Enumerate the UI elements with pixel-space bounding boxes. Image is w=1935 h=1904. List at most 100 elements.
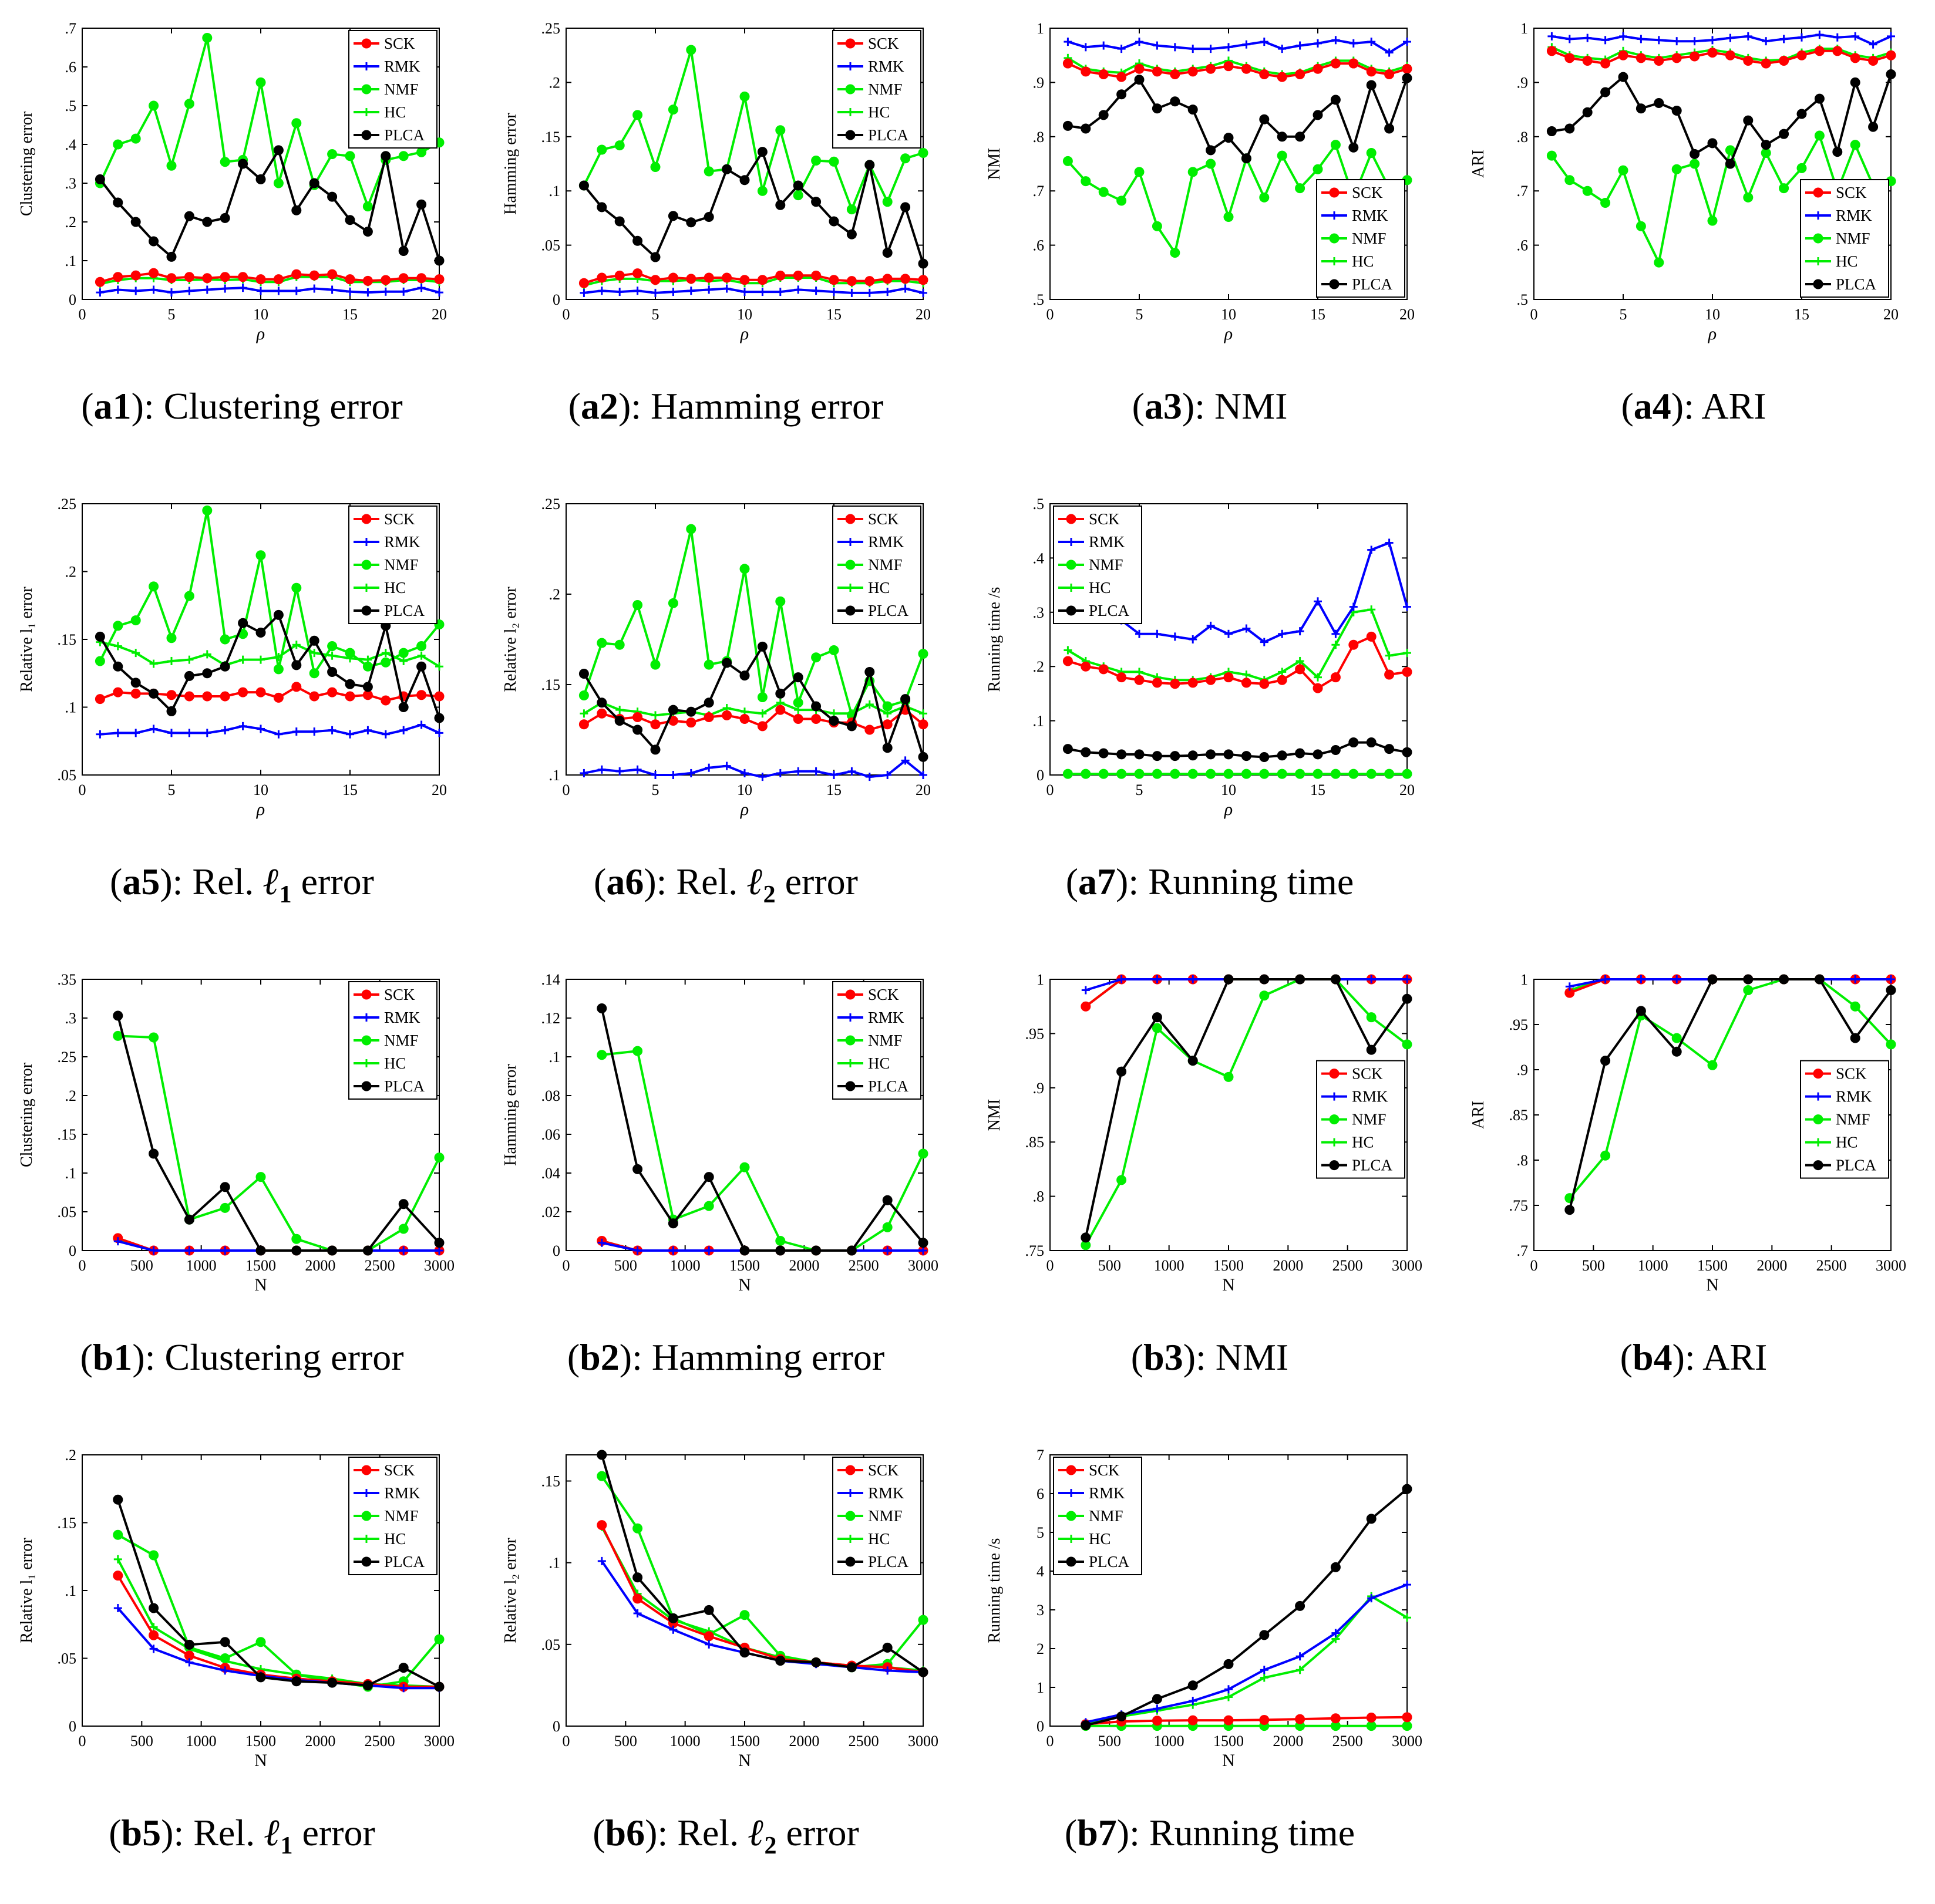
data-point <box>1637 975 1645 983</box>
data-point <box>345 151 355 161</box>
legend-label: HC <box>384 103 406 121</box>
figure-caption: (a7): Running time <box>1065 861 1354 902</box>
data-point <box>1117 975 1126 983</box>
y-axis-label: Hamming error <box>502 113 520 215</box>
y-axis-label: NMI <box>985 1099 1004 1131</box>
data-point <box>113 1604 122 1613</box>
chart-a4: 0 5 10 15 20 .5 .6 .7 .8 .9 1 ρ ARI SCK RMK NMF HC PLCA <box>1469 20 1899 343</box>
data-point <box>686 45 696 55</box>
data-point <box>185 729 194 737</box>
chart-a7: 0 5 10 15 20 0 .1 .2 .3 .4 .5 ρ Running time /s SCK RM… <box>985 496 1415 819</box>
data-point <box>309 691 319 702</box>
data-point <box>221 284 230 293</box>
data-point <box>1116 672 1127 683</box>
legend-item-plca: PLCA <box>354 1077 425 1095</box>
data-point <box>1779 974 1789 985</box>
caption-text-pre: Rel. <box>193 1812 265 1854</box>
data-point <box>632 724 643 735</box>
legend-item-rmk: RMK <box>837 58 904 75</box>
data-point <box>255 627 266 638</box>
data-point <box>202 691 213 702</box>
data-point <box>398 246 409 256</box>
data-point <box>255 1245 266 1256</box>
legend-item-plca: PLCA <box>1805 275 1877 293</box>
x-tick-label: 0 <box>563 781 570 798</box>
data-point <box>865 773 874 781</box>
x-tick-label: 20 <box>916 306 931 323</box>
data-point <box>96 288 105 297</box>
chart-b2: 0 500 1000 1500 2000 2500 3000 0 .02 .04 .06 .08 .1.… <box>502 971 938 1295</box>
legend-label: SCK <box>868 510 899 528</box>
data-point <box>793 180 803 191</box>
data-point <box>1330 672 1341 683</box>
data-point <box>686 706 696 717</box>
data-point <box>1081 747 1091 757</box>
y-tick-label: .15 <box>541 1473 561 1490</box>
x-tick-label: 15 <box>1310 781 1325 798</box>
data-point <box>919 1246 927 1255</box>
data-point <box>416 147 427 157</box>
data-point <box>1330 769 1341 779</box>
legend: SCK RMK NMF HC PLCA <box>832 30 921 149</box>
x-tick-label: 5 <box>1136 306 1143 323</box>
y-tick-label: .2 <box>549 74 561 91</box>
data-point <box>1636 53 1646 63</box>
data-point <box>1224 43 1233 52</box>
data-point <box>362 1680 373 1691</box>
legend-item-hc: HC <box>354 579 406 597</box>
x-tick-label: 20 <box>1399 306 1415 323</box>
x-tick-label: 10 <box>1221 306 1236 323</box>
data-point <box>345 679 355 689</box>
data-point <box>597 287 606 295</box>
data-point <box>1153 975 1162 983</box>
data-point <box>704 1201 714 1211</box>
legend-label: RMK <box>868 58 904 75</box>
data-point <box>1565 35 1574 43</box>
legend-item-plca: PLCA <box>1058 602 1130 619</box>
data-point <box>1223 1071 1234 1082</box>
legend-label: PLCA <box>868 1077 909 1095</box>
data-point <box>650 659 661 670</box>
legend-item-plca: PLCA <box>837 1077 909 1095</box>
y-tick-label: .1 <box>65 699 77 716</box>
data-point <box>722 658 732 668</box>
series-plca <box>1081 974 1412 1243</box>
data-point <box>739 1245 750 1256</box>
legend-label: NMF <box>384 556 419 574</box>
chart-panel-b5: 0 500 1000 1500 2000 2500 3000 0 .05 .1 .15 .2 N Rela… <box>0 1427 484 1902</box>
data-point <box>614 639 625 650</box>
legend-item-nmf: NMF <box>837 556 903 574</box>
data-point <box>1619 32 1627 41</box>
y-axis-label: Relative l₁ error <box>18 587 36 692</box>
x-tick-label: 2000 <box>789 1733 819 1750</box>
data-point <box>291 269 302 279</box>
data-point <box>918 1238 928 1248</box>
series-plca <box>597 1450 928 1677</box>
data-point <box>1187 750 1198 761</box>
data-point <box>1098 69 1109 80</box>
y-tick-label: .9 <box>1033 74 1045 91</box>
data-point <box>918 649 928 659</box>
data-point <box>362 275 373 286</box>
data-point <box>149 688 159 699</box>
data-point <box>238 722 247 730</box>
data-point <box>650 744 661 755</box>
data-point <box>1690 51 1700 62</box>
data-point <box>1330 1562 1341 1572</box>
chart-panel-b4: 0 500 1000 1500 2000 2500 3000 .7 .75 .8 .85 .9 .95 1… <box>1452 951 1935 1427</box>
data-point <box>328 285 336 294</box>
caption-subscript: 2 <box>764 1832 777 1859</box>
x-tick-label: 5 <box>1620 306 1627 323</box>
data-point <box>113 621 123 631</box>
legend-label: RMK <box>868 533 904 551</box>
series-line-sck <box>117 1575 439 1688</box>
data-point <box>1313 110 1323 120</box>
legend-item-nmf: NMF <box>354 1032 419 1049</box>
data-point <box>1223 212 1234 223</box>
data-point <box>364 655 372 664</box>
y-tick-label: .12 <box>541 1010 561 1027</box>
data-point <box>185 655 194 664</box>
data-point <box>1260 1673 1268 1682</box>
legend-item-rmk: RMK <box>1058 533 1125 551</box>
x-tick-label: 20 <box>916 781 931 798</box>
